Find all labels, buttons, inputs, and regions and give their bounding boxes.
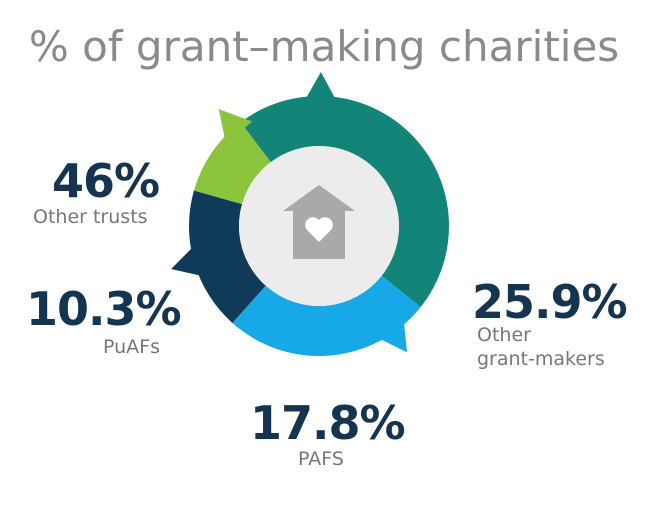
- slice-category-label-1: Other grant-makers: [477, 324, 605, 372]
- slice-pointer-1: [375, 316, 408, 353]
- house-heart-icon: [283, 185, 355, 259]
- slice-pointer-0: [303, 72, 338, 104]
- slice-1: [232, 275, 421, 357]
- slice-value-label-2: 17.8%: [250, 396, 406, 450]
- chart-title: % of grant–making charities: [28, 22, 620, 71]
- slice-value-label-0: 46%: [52, 154, 160, 208]
- slice-category-label-1-line-2: grant-makers: [477, 347, 605, 370]
- slice-category-label-1-line-1: Other: [477, 324, 531, 346]
- slice-pointer-3: [218, 109, 253, 145]
- slice-category-label-3: PuAFs: [103, 336, 160, 358]
- slice-pointer-2: [171, 243, 206, 277]
- slice-2: [188, 190, 266, 323]
- slice-value-label-3: 10.3%: [26, 282, 182, 336]
- slice-category-label-0: Other trusts: [33, 206, 148, 228]
- slice-category-label-2: PAFS: [298, 448, 344, 470]
- slice-3: [193, 122, 271, 205]
- slice-value-label-1: 25.9%: [472, 275, 628, 329]
- slice-0: [240, 96, 449, 307]
